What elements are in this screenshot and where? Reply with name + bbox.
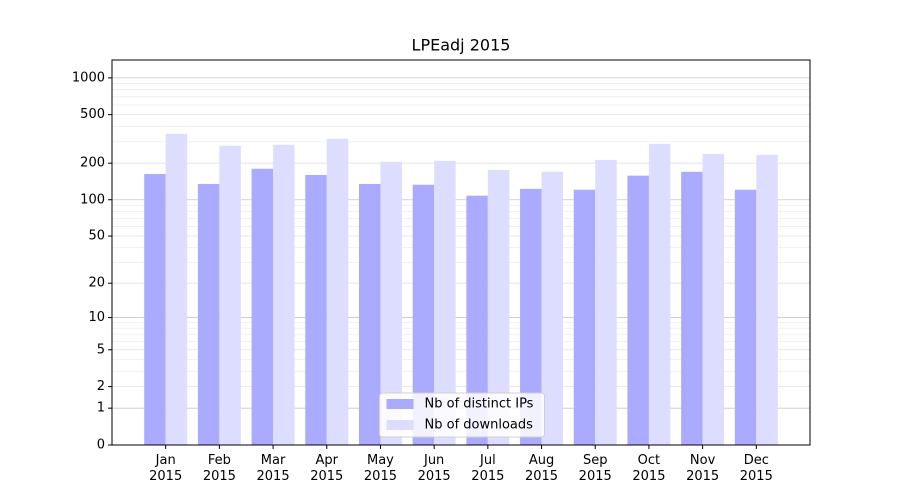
bar xyxy=(165,133,188,445)
y-tick-label: 100 xyxy=(80,192,105,207)
bar xyxy=(273,144,295,445)
y-tick-label: 50 xyxy=(88,229,105,244)
chart-title: LPEadj 2015 xyxy=(412,36,511,55)
y-tick-label: 5 xyxy=(97,342,105,357)
x-tick-label: May 2015 xyxy=(363,453,397,484)
x-tick-label: Nov 2015 xyxy=(686,453,720,484)
y-tick-label: 200 xyxy=(80,156,105,171)
bar xyxy=(380,161,402,446)
x-tick-label: Dec 2015 xyxy=(739,453,773,484)
bar xyxy=(305,174,327,445)
bar xyxy=(251,168,274,445)
bar xyxy=(434,160,456,445)
bar xyxy=(487,169,510,445)
legend-label: Nb of distinct IPs xyxy=(425,397,534,412)
bar xyxy=(412,184,435,445)
bar xyxy=(595,159,617,445)
bar xyxy=(734,189,757,445)
x-tick-label: Apr 2015 xyxy=(310,453,344,484)
x-tick-label: Feb 2015 xyxy=(202,453,236,484)
y-tick-label: 0 xyxy=(97,438,105,453)
legend-box xyxy=(379,392,545,438)
bar xyxy=(326,138,349,445)
y-tick-label: 500 xyxy=(80,107,105,122)
x-tick-label: Jan 2015 xyxy=(149,453,183,484)
bar xyxy=(520,188,542,445)
bar xyxy=(627,175,649,445)
y-tick-label: 1000 xyxy=(72,70,105,85)
y-tick-label: 2 xyxy=(97,379,105,394)
y-tick-label: 1 xyxy=(97,401,105,416)
bar xyxy=(197,183,220,445)
x-tick-label: Mar 2015 xyxy=(256,453,290,484)
bar xyxy=(541,171,564,446)
bar xyxy=(573,189,596,445)
y-tick-label: 20 xyxy=(88,276,105,291)
bar xyxy=(756,154,778,445)
y-tick-label: 10 xyxy=(88,310,105,325)
x-tick-label: Sep 2015 xyxy=(578,453,612,484)
legend-swatch xyxy=(386,420,414,430)
legend-swatch xyxy=(386,399,414,409)
bar xyxy=(466,195,488,445)
legend-label: Nb of downloads xyxy=(425,418,534,433)
x-tick-label: Jun 2015 xyxy=(417,453,451,484)
x-tick-label: Aug 2015 xyxy=(524,453,559,484)
bar xyxy=(144,173,166,445)
bar xyxy=(702,153,725,445)
bar xyxy=(219,145,241,445)
axes-frame xyxy=(111,59,811,446)
bar xyxy=(358,183,381,445)
x-tick-label: Oct 2015 xyxy=(632,453,666,484)
bar xyxy=(648,143,671,445)
bar xyxy=(681,171,703,446)
x-tick-label: Jul 2015 xyxy=(471,453,505,484)
